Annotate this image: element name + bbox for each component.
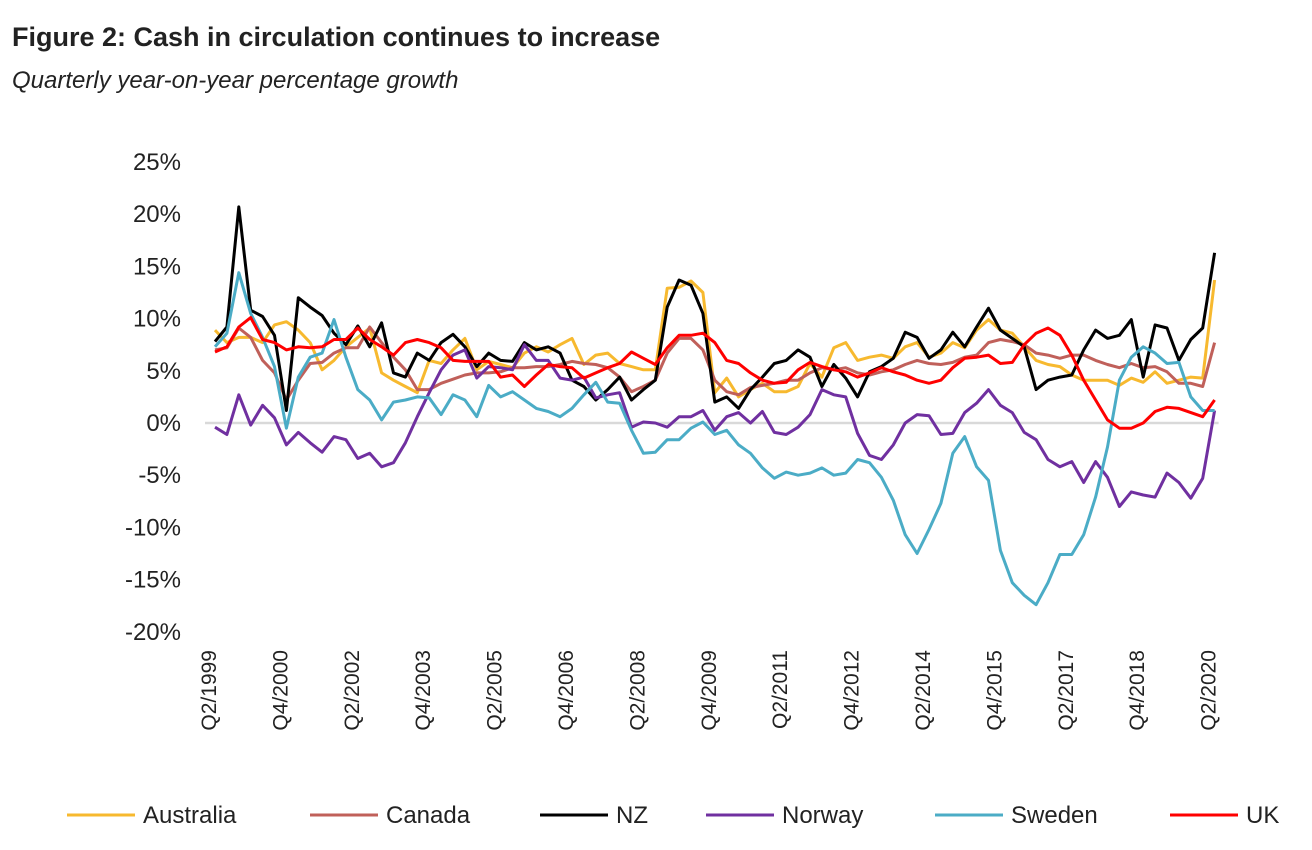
- legend-item-australia: Australia: [67, 802, 237, 829]
- series-line-sweden: [213, 271, 1215, 607]
- y-tick-label: -15%: [125, 567, 181, 594]
- x-tick-label: Q2/1999: [198, 650, 221, 731]
- x-tick-label: Q2/2017: [1055, 650, 1078, 731]
- x-tick-label: Q4/2003: [412, 650, 435, 731]
- x-tick-label: Q4/2018: [1126, 650, 1149, 731]
- y-tick-label: -20%: [125, 619, 181, 646]
- figure-subtitle: Quarterly year-on-year percentage growth: [12, 67, 458, 94]
- legend-label: NZ: [616, 802, 648, 829]
- legend-label: Australia: [143, 802, 237, 829]
- y-tick-label: 0%: [146, 410, 181, 437]
- legend-label: Canada: [386, 802, 471, 829]
- legend-label: Sweden: [1011, 802, 1098, 829]
- x-tick-label: Q4/2012: [841, 650, 864, 731]
- y-tick-label: -10%: [125, 514, 181, 541]
- legend-item-norway: Norway: [706, 802, 863, 829]
- figure-title: Figure 2: Cash in circulation continues …: [12, 22, 660, 52]
- x-tick-label: Q4/2015: [983, 650, 1006, 731]
- y-tick-label: -5%: [138, 462, 181, 489]
- x-tick-label: Q4/2006: [555, 650, 578, 731]
- legend-item-uk: UK: [1170, 802, 1279, 829]
- series-line-canada: [214, 325, 1217, 402]
- legend-item-sweden: Sweden: [935, 802, 1098, 829]
- y-tick-label: 25%: [133, 149, 181, 176]
- x-tick-label: Q2/2014: [912, 650, 935, 731]
- y-tick-label: 5%: [146, 358, 181, 385]
- x-axis: Q2/1999 Q4/2000 Q2/2002 Q4/2003 Q2/2005 Q4/20…: [198, 650, 1221, 731]
- x-tick-label: Q4/2009: [698, 650, 721, 731]
- legend: Australia Canada NZ Norway Sweden UK: [67, 802, 1279, 829]
- y-tick-label: 10%: [133, 306, 181, 333]
- y-axis: 25% 20% 15% 10% 5% 0% -5% -10% -15% -20%: [125, 149, 181, 646]
- x-tick-label: Q2/2020: [1198, 650, 1221, 731]
- series-line-norway: [214, 343, 1217, 508]
- legend-label: Norway: [782, 802, 863, 829]
- y-tick-label: 15%: [133, 253, 181, 280]
- series-line-uk: [214, 316, 1216, 430]
- series-line-nz: [213, 205, 1217, 412]
- legend-item-canada: Canada: [310, 802, 471, 829]
- x-tick-label: Q2/2011: [769, 650, 792, 729]
- legend-item-nz: NZ: [540, 802, 648, 829]
- x-tick-label: Q4/2000: [269, 650, 292, 731]
- x-tick-label: Q2/2005: [484, 650, 507, 731]
- x-tick-label: Q2/2008: [626, 650, 649, 731]
- legend-label: UK: [1246, 802, 1279, 829]
- series-lines: [213, 205, 1217, 607]
- y-tick-label: 20%: [133, 201, 181, 228]
- x-tick-label: Q2/2002: [341, 650, 364, 731]
